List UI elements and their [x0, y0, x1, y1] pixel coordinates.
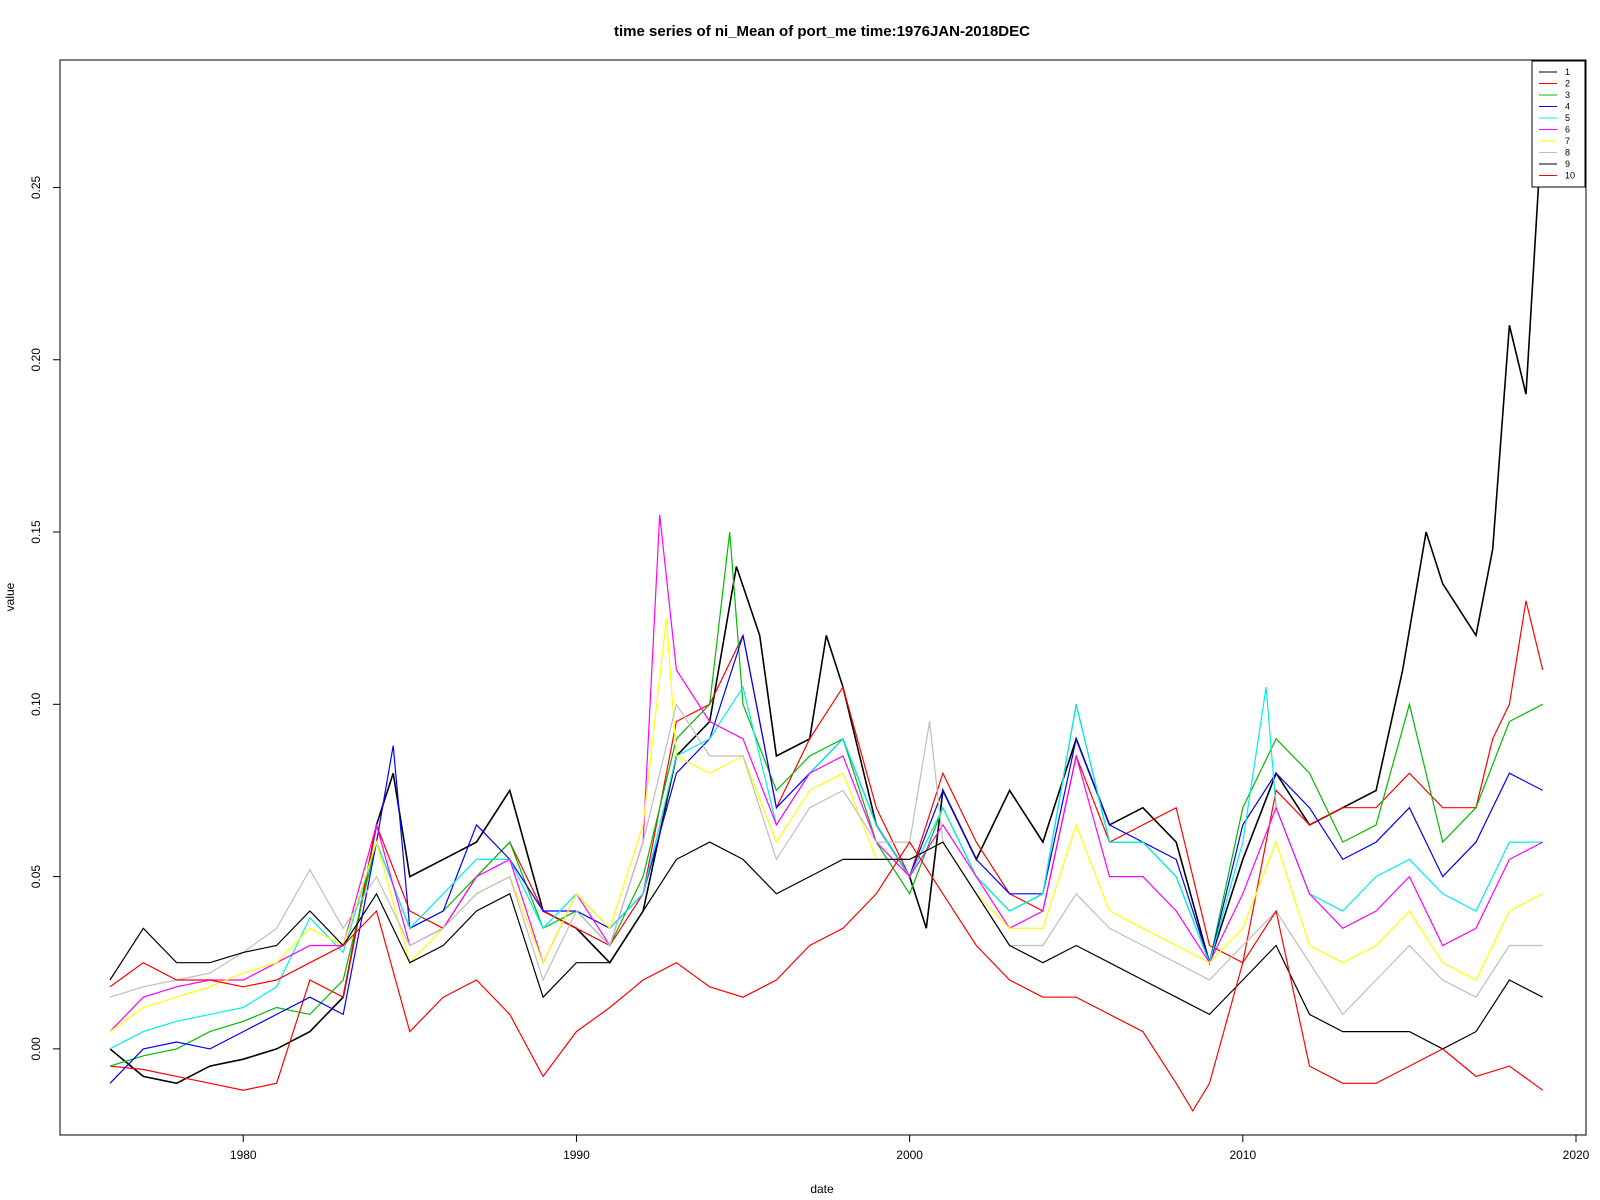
legend-label: 6: [1565, 125, 1570, 135]
x-tick-label: 1990: [563, 1148, 590, 1162]
legend-label: 8: [1565, 148, 1570, 158]
x-tick-label: 2020: [1563, 1148, 1590, 1162]
x-tick-label: 2010: [1229, 1148, 1256, 1162]
series-1-line: [109, 101, 1544, 1085]
legend-label: 2: [1565, 79, 1570, 89]
y-tick-label: 0.15: [29, 520, 43, 544]
chart-title: time series of ni_Mean of port_me time:1…: [614, 23, 1030, 40]
y-tick-label: 0.25: [29, 175, 43, 199]
x-tick-label: 2000: [896, 1148, 923, 1162]
legend-label: 4: [1565, 102, 1570, 112]
legend-label: 5: [1565, 113, 1570, 123]
y-tick-label: 0.10: [29, 692, 43, 716]
legend-label: 1: [1565, 67, 1570, 77]
legend-label: 10: [1565, 171, 1575, 181]
series-7-line: [109, 618, 1543, 1033]
y-tick-label: 0.00: [29, 1037, 43, 1061]
legend-label: 9: [1565, 159, 1570, 169]
legend-label: 3: [1565, 90, 1570, 100]
series-8-line: [109, 702, 1543, 1016]
series-9-line: [109, 841, 1543, 1050]
axis-layer: 1980 1990 2000 2010 2020 0.00 0.05 0.10 0.15 0.20…: [29, 175, 1590, 1162]
series-layer: [109, 101, 1544, 1113]
series-6-line: [109, 514, 1543, 1033]
y-tick-label: 0.20: [29, 348, 43, 372]
legend-box: [1531, 60, 1586, 188]
y-axis-label: value: [3, 582, 17, 611]
legend: 1 23 45 67 89 10: [1531, 60, 1586, 188]
series-10-line: [109, 840, 1544, 1113]
y-tick-label: 0.05: [29, 865, 43, 889]
legend-label: 7: [1565, 136, 1570, 146]
x-axis-label: date: [810, 1182, 834, 1196]
x-tick-label: 1980: [230, 1148, 257, 1162]
